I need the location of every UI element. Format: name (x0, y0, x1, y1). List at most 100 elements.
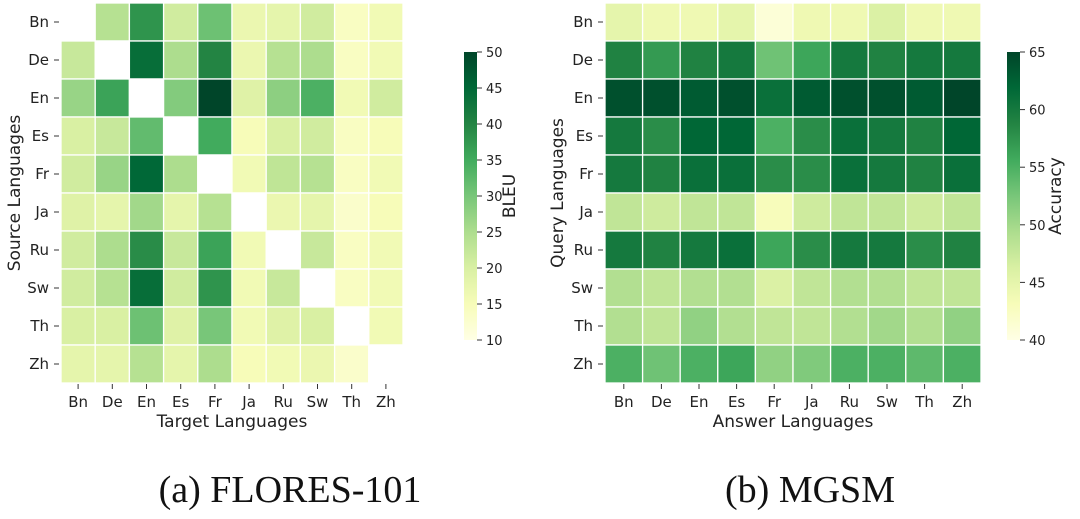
cell-b-en-es (717, 78, 757, 118)
cell-b-zh-fr (754, 344, 794, 384)
cell-b-ru-fr (754, 230, 794, 270)
cell-a-th-es (162, 306, 199, 346)
cell-a-de-en (128, 40, 165, 80)
xtick-a-th: Th (341, 393, 361, 411)
cell-a-ru-fr (197, 230, 233, 270)
cell-b-fr-de (641, 154, 681, 194)
colorbar-label-b: Accuracy (1046, 157, 1066, 235)
cell-a-fr-th (333, 154, 370, 194)
cell-b-bn-ja (792, 2, 832, 42)
cell-b-en-zh (942, 78, 982, 118)
cell-a-bn-ja (231, 2, 267, 42)
cell-a-zh-ja (231, 344, 267, 384)
cell-b-de-zh (942, 40, 982, 80)
cell-b-ru-th (905, 230, 945, 270)
cell-b-de-en (679, 40, 719, 80)
cell-b-ru-es (717, 230, 757, 270)
cell-a-th-zh (368, 306, 404, 346)
ytick-a-ja: Ja (34, 203, 49, 221)
cell-a-bn-en (128, 2, 165, 42)
heatmap-flores: Bn De En Es Fr Ja Ru Sw Th Zh Bn De En Es Fr Ja Ru Sw Th Zh… (5, 2, 520, 432)
cell-b-ja-en (679, 192, 719, 232)
xtick-b-de: De (651, 393, 672, 411)
cell-a-es-ja (231, 116, 267, 156)
colorbar-tick-a-45: 45 (486, 82, 503, 97)
cell-a-zh-bn (60, 344, 96, 384)
cell-b-ru-bn (604, 230, 644, 270)
ytick-b-de: De (572, 51, 593, 69)
xtick-b-ru: Ru (840, 393, 859, 411)
cell-a-ja-en (128, 192, 165, 232)
colorbar-tick-b-60: 60 (1029, 104, 1046, 119)
cell-b-ja-de (641, 192, 681, 232)
cell-a-en-bn (60, 78, 96, 118)
cell-a-es-fr (197, 116, 233, 156)
cell-a-sw-en (128, 268, 165, 308)
cell-b-ru-en (679, 230, 719, 270)
xtick-b-en: En (690, 393, 709, 411)
cell-b-bn-bn (604, 2, 644, 42)
colorbar-tick-a-20: 20 (486, 262, 503, 277)
cell-b-zh-ja (792, 344, 832, 384)
cell-b-es-ja (792, 116, 832, 156)
colorbar-tick-b-40: 40 (1029, 334, 1046, 349)
x-axis-label-a: Target Languages (156, 412, 308, 432)
cell-b-sw-ru (829, 268, 869, 308)
ytick-a-fr: Fr (35, 165, 50, 183)
cell-a-de-ja (231, 40, 267, 80)
cell-b-ja-bn (604, 192, 644, 232)
cell-b-bn-ru (829, 2, 869, 42)
cell-a-sw-sw (299, 268, 336, 308)
cell-b-es-th (905, 116, 945, 156)
cell-a-ru-en (128, 230, 165, 270)
cell-a-es-de (94, 116, 131, 156)
ytick-a-de: De (28, 51, 49, 69)
cell-b-ja-sw (867, 192, 907, 232)
ytick-a-zh: Zh (29, 355, 49, 373)
cell-a-ru-th (333, 230, 370, 270)
cell-b-fr-fr (754, 154, 794, 194)
cell-a-en-ja (231, 78, 267, 118)
cell-a-ru-sw (299, 230, 336, 270)
cell-a-bn-th (333, 2, 370, 42)
cell-a-de-zh (368, 40, 404, 80)
cell-b-sw-th (905, 268, 945, 308)
cell-a-fr-bn (60, 154, 96, 194)
cell-b-th-ja (792, 306, 832, 346)
ytick-b-ja: Ja (578, 203, 593, 221)
cell-b-es-ru (829, 116, 869, 156)
ytick-a-sw: Sw (27, 279, 49, 297)
y-axis-label-b: Query Languages (548, 118, 568, 268)
cell-a-sw-de (94, 268, 131, 308)
ytick-a-en: En (30, 89, 49, 107)
cell-b-en-bn (604, 78, 644, 118)
cell-a-en-fr (197, 78, 233, 118)
cell-a-th-th (333, 306, 370, 346)
cell-a-zh-de (94, 344, 131, 384)
xtick-a-bn: Bn (68, 393, 88, 411)
ytick-b-es: Es (576, 127, 593, 145)
cell-b-zh-zh (942, 344, 982, 384)
xtick-a-sw: Sw (307, 393, 329, 411)
cell-b-zh-en (679, 344, 719, 384)
cell-b-de-bn (604, 40, 644, 80)
cell-b-bn-sw (867, 2, 907, 42)
cell-a-en-de (94, 78, 131, 118)
cell-a-de-sw (299, 40, 336, 80)
colorbar-tick-a-25: 25 (486, 226, 503, 241)
cell-a-es-ru (265, 116, 302, 156)
colorbar-label-a: BLEU (500, 174, 520, 218)
ytick-a-es: Es (32, 127, 49, 145)
cell-a-sw-bn (60, 268, 96, 308)
cell-a-fr-ja (231, 154, 267, 194)
cell-b-ja-th (905, 192, 945, 232)
x-axis-label-b: Answer Languages (713, 412, 874, 432)
cell-a-th-de (94, 306, 131, 346)
cell-a-ja-de (94, 192, 131, 232)
ytick-b-zh: Zh (573, 355, 593, 373)
cell-a-th-ru (265, 306, 302, 346)
cell-a-es-es (162, 116, 199, 156)
cell-a-de-th (333, 40, 370, 80)
cell-b-ru-ru (829, 230, 869, 270)
